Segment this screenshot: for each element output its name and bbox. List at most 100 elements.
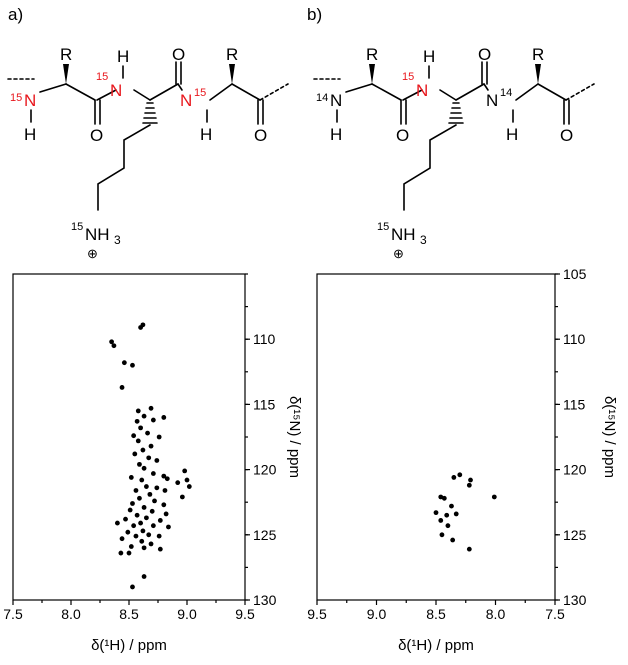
residue-r: R xyxy=(226,45,238,64)
peak-point xyxy=(131,433,137,439)
peak-point xyxy=(154,485,160,491)
panel-a-label: a) xyxy=(8,5,23,24)
peak-point xyxy=(161,502,167,508)
subscript: 3 xyxy=(420,233,427,247)
wedge-bond xyxy=(535,64,541,84)
x-tick-label: 8.5 xyxy=(426,606,446,622)
peak-point xyxy=(450,537,456,543)
subscript: 3 xyxy=(114,233,121,247)
peak-point xyxy=(138,425,144,431)
bond xyxy=(439,89,457,101)
y-tick-label: 105 xyxy=(563,266,587,282)
lysine-chain xyxy=(403,124,457,211)
peak-point xyxy=(141,465,147,471)
peak-point xyxy=(141,574,147,579)
hashed-bond xyxy=(142,102,158,124)
bond xyxy=(231,83,261,101)
x-tick-label: 9.5 xyxy=(307,606,327,622)
x-tick-label: 8.0 xyxy=(61,606,81,622)
peak-point xyxy=(445,523,451,529)
peak-point xyxy=(134,512,140,518)
peak-point xyxy=(451,475,457,480)
peak-point xyxy=(146,455,152,461)
peak-group xyxy=(433,472,497,552)
hydrogen-atom: H xyxy=(117,47,129,66)
panel-b-label: b) xyxy=(307,5,322,24)
x-tick-label: 9.0 xyxy=(367,606,387,622)
wedge-bond xyxy=(369,64,375,84)
peak-point xyxy=(433,510,439,516)
peak-point xyxy=(148,541,154,547)
peak-point xyxy=(133,533,139,539)
peak-point xyxy=(131,523,137,529)
peak-point xyxy=(135,408,141,414)
bond xyxy=(39,83,67,93)
peak-point xyxy=(468,477,473,483)
peak-point xyxy=(156,434,162,440)
peak-point xyxy=(161,473,167,479)
peak-point xyxy=(118,550,124,556)
bond xyxy=(483,83,489,91)
peak-point xyxy=(150,417,156,423)
hydrogen-atom: H xyxy=(423,47,435,66)
y-axis-label: δ(¹⁵N) / ppm xyxy=(601,396,618,478)
peak-point xyxy=(179,494,185,500)
peak-point xyxy=(466,546,472,552)
bond xyxy=(345,83,373,93)
peak-point xyxy=(141,505,147,510)
x-tick-label: 9.0 xyxy=(177,606,197,622)
dashed-bond xyxy=(565,83,595,101)
nitrogen-atom: N xyxy=(330,91,342,110)
peak-point xyxy=(491,494,497,500)
isotope-label: 15 xyxy=(96,71,108,83)
nitrogen-atom: N xyxy=(110,81,122,100)
hydrogen-atom: H xyxy=(200,125,212,144)
y-tick-label: 125 xyxy=(563,527,587,543)
y-tick-label: 130 xyxy=(253,592,277,608)
oxygen: O xyxy=(254,126,267,145)
peak-point xyxy=(135,438,141,444)
peak-point xyxy=(123,516,128,522)
x-tick-label: 8.0 xyxy=(486,606,506,622)
isotope-label: 15 xyxy=(377,221,389,233)
isotope-label: 15 xyxy=(71,221,83,233)
structure-a: R O 15 N H 15 N H 15 NH 3 ⊕ xyxy=(7,45,289,261)
wedge-bond xyxy=(229,64,235,84)
bond xyxy=(96,89,117,101)
isotope-label: 14 xyxy=(500,87,512,99)
peak-point xyxy=(133,488,139,493)
bond xyxy=(133,89,151,101)
bond xyxy=(537,83,567,101)
lysine-chain xyxy=(97,124,151,211)
peak-point xyxy=(139,538,145,544)
oxygen: O xyxy=(172,45,185,64)
peak-point xyxy=(128,544,134,549)
residue-r: R xyxy=(366,45,378,64)
peak-point xyxy=(145,430,150,436)
ammonium-group: NH xyxy=(85,225,110,244)
wedge-bond xyxy=(63,64,69,84)
peak-point xyxy=(163,511,169,517)
peak-point xyxy=(457,472,463,478)
peak-point xyxy=(175,480,181,486)
isotope-label: 15 xyxy=(402,71,414,83)
x-tick-label: 9.5 xyxy=(235,606,255,622)
peak-point xyxy=(137,495,142,501)
peak-point xyxy=(162,488,168,493)
y-tick-label: 110 xyxy=(253,331,276,347)
bond xyxy=(177,83,183,91)
oxygen: O xyxy=(90,126,103,145)
bond xyxy=(402,89,423,101)
peak-group xyxy=(109,322,192,590)
tick-group: 9.5 9.0 8.5 8.0 7.5 105 110 115 120 125 130 xyxy=(307,266,586,622)
x-tick-label: 7.5 xyxy=(3,606,23,622)
peak-point xyxy=(149,508,155,514)
peak-point xyxy=(184,477,190,483)
hydrogen-atom: H xyxy=(330,125,342,144)
nitrogen-atom: N xyxy=(24,91,36,110)
peak-point xyxy=(449,503,454,509)
y-tick-label: 115 xyxy=(253,396,276,412)
oxygen: O xyxy=(478,45,491,64)
peak-point xyxy=(140,447,146,453)
